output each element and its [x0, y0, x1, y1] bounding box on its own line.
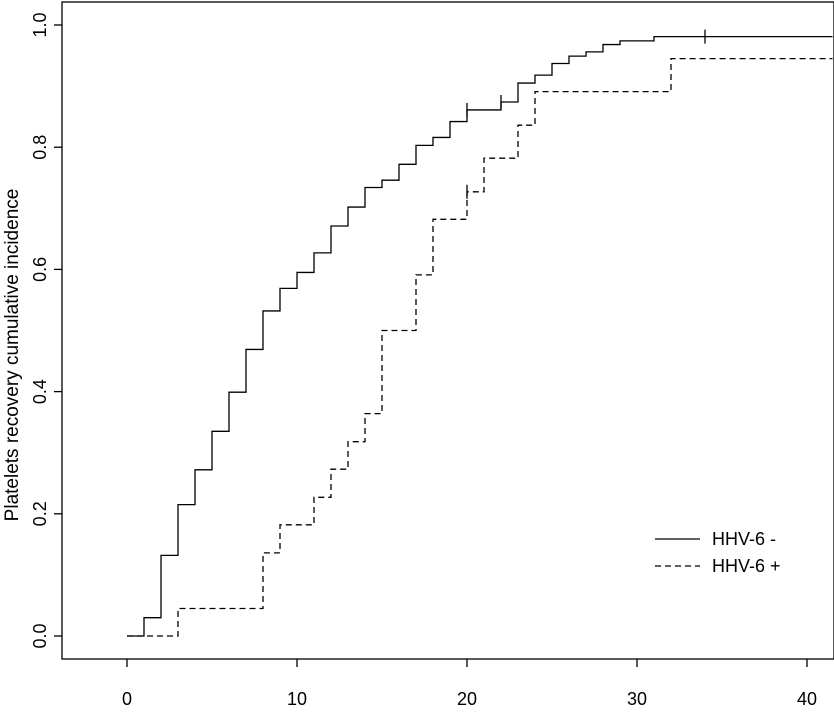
y-tick-label-0-8: 0.8 [30, 135, 50, 160]
y-tick-label-0: 0.0 [30, 623, 50, 648]
plot-area: 0 10 20 30 40 0.0 0.2 0.4 0.6 0.8 1.0 [30, 1, 834, 709]
legend-label-hhv6-positive: HHV-6 + [712, 556, 781, 576]
x-tick-label-30: 30 [627, 689, 647, 709]
y-tick-label-1: 1.0 [30, 12, 50, 37]
legend: HHV-6 - HHV-6 + [655, 529, 781, 576]
y-tick-label-0-6: 0.6 [30, 257, 50, 282]
x-tick-label-20: 20 [457, 689, 477, 709]
series-line-1 [127, 57, 833, 637]
y-tick-label-0-2: 0.2 [30, 501, 50, 526]
x-tick-label-40: 40 [797, 689, 817, 709]
plot-frame [61, 1, 834, 660]
x-tick-label-0: 0 [122, 689, 132, 709]
legend-label-hhv6-negative: HHV-6 - [712, 529, 776, 549]
y-tick-label-0-4: 0.4 [30, 379, 50, 404]
series-line-0 [127, 35, 833, 637]
y-axis-label: Platelets recovery cumulative incidence [2, 189, 23, 522]
x-tick-label-10: 10 [287, 689, 307, 709]
